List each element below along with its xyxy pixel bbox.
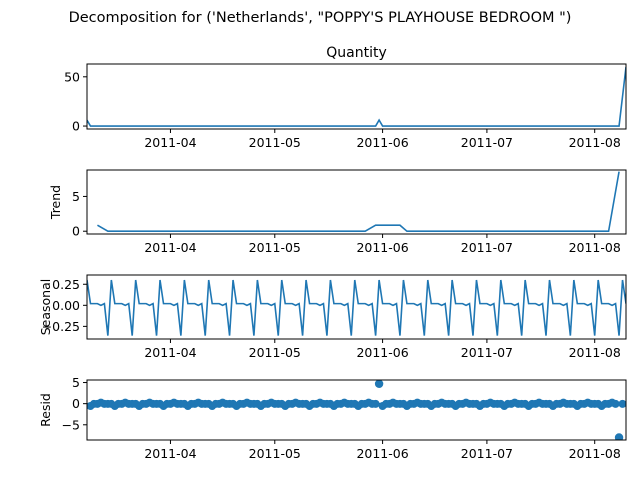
plot-area [87,66,626,127]
x-tick-label: 2011-07 [461,446,513,461]
x-tick-label: 2011-05 [249,345,301,360]
panel-3: 2011-04 2011-05 2011-06 2011-07 2011-08 0.25 0… [38,274,627,360]
y-tick-label: 5 [72,375,80,390]
x-tick-label: 2011-05 [249,240,301,255]
panel-4: 2011-04 2011-05 2011-06 2011-07 2011-08 5 0 −5 R… [38,375,627,461]
x-tick-label: 2011-05 [249,446,301,461]
resid-point [611,399,620,408]
x-tick-label: 2011-04 [144,446,196,461]
x-tick-label: 2011-08 [569,135,621,150]
panels: 2011-04 2011-05 2011-06 2011-07 2011-08050Qu… [38,45,627,461]
y-tick-label: 0 [72,396,80,411]
series-line [97,171,620,233]
panel-1: 2011-04 2011-05 2011-06 2011-07 2011-08 0 50 Qu… [64,45,627,150]
y-tick-label: −5 [62,417,80,432]
axes-frame [86,274,627,340]
x-tick-label: 2011-07 [461,345,513,360]
x-tick-label: 2011-04 [144,240,196,255]
y-axis-label: Seasonal [38,279,53,336]
x-tick-label: 2011-04 [144,135,196,150]
plot-area [87,380,626,440]
x-tick-label: 2011-05 [249,135,301,150]
axes-frame [86,169,627,235]
x-tick-label: 2011-08 [569,345,621,360]
y-tick-label: −0.25 [42,319,80,334]
x-tick-label: 2011-06 [356,345,408,360]
x-tick-label: 2011-08 [569,240,621,255]
resid-outlier [614,433,624,440]
x-tick-label: 2011-06 [356,135,408,150]
resid-outlier [374,380,384,389]
y-tick-label: 0.00 [52,298,80,313]
axes-frame [86,379,627,441]
y-tick-label: 0.25 [52,277,80,292]
x-tick-label: 2011-06 [356,446,408,461]
resid-points [87,380,626,440]
x-tick-label: 2011-08 [569,446,621,461]
resid-point [371,399,380,408]
axes-frame [86,63,627,130]
y-tick-label: 0 [72,119,80,134]
plot-area [97,171,620,233]
series-line [87,66,626,127]
x-tick-label: 2011-06 [356,240,408,255]
figure-title: Decomposition for ('Netherlands', "POPPY… [69,10,572,26]
resid-point [618,399,626,408]
seasonal-line [87,279,626,336]
y-tick-label: 50 [64,69,80,84]
y-tick-label: 0 [72,224,80,239]
panel-title: Quantity [326,45,387,61]
plot-area [87,279,626,336]
x-tick-label: 2011-07 [461,135,513,150]
y-axis-label: Resid [38,393,53,427]
y-axis-label: Trend [48,185,63,220]
panel-2: 2011-04 2011-05 2011-06 2011-07 2011-08 0 5 Tre… [48,169,627,255]
x-tick-label: 2011-07 [461,240,513,255]
x-tick-label: 2011-04 [144,345,196,360]
y-tick-label: 5 [72,189,80,204]
